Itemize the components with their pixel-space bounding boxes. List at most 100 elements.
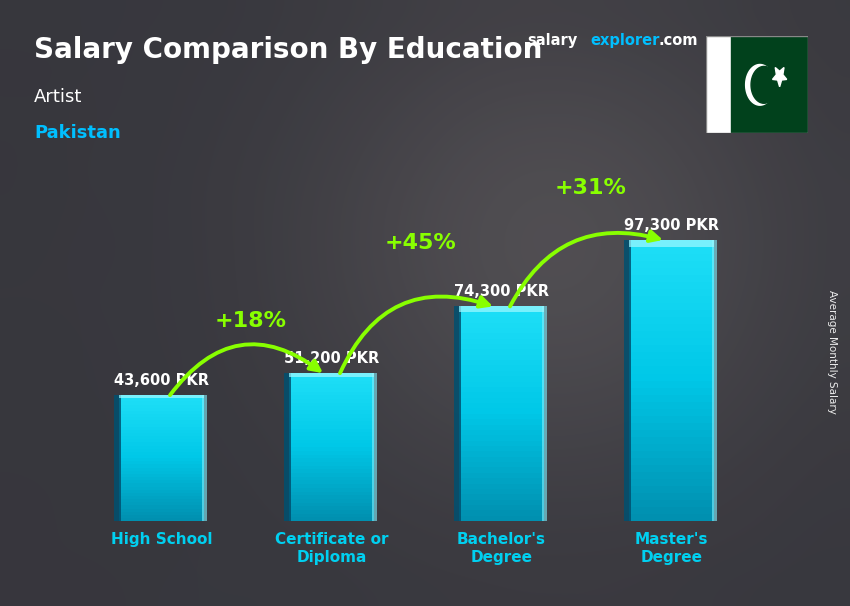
Bar [454, 307, 461, 521]
Bar [629, 437, 714, 444]
Bar [119, 458, 204, 461]
Bar [289, 473, 374, 477]
Text: Average Monthly Salary: Average Monthly Salary [827, 290, 837, 413]
Bar [202, 395, 207, 521]
Bar [629, 324, 714, 331]
Bar [289, 410, 374, 414]
Bar [119, 427, 204, 430]
Bar [119, 424, 204, 427]
Bar [629, 275, 714, 282]
Bar [459, 339, 544, 344]
Bar [289, 507, 374, 510]
Bar [289, 432, 374, 436]
Bar [459, 484, 544, 489]
Bar [119, 452, 204, 455]
Bar [629, 416, 714, 423]
Bar [459, 473, 544, 478]
Bar [629, 395, 714, 402]
Bar [459, 371, 544, 376]
Bar [459, 344, 544, 350]
Bar [119, 433, 204, 436]
Bar [459, 350, 544, 355]
Bar [119, 461, 204, 464]
Bar [459, 516, 544, 521]
Text: +18%: +18% [215, 311, 286, 331]
Bar [119, 490, 204, 493]
Bar [289, 514, 374, 518]
Bar [289, 458, 374, 462]
Bar [119, 464, 204, 468]
Bar [459, 478, 544, 484]
Text: Salary Comparison By Education: Salary Comparison By Education [34, 36, 542, 64]
Bar [289, 381, 374, 384]
Bar [629, 373, 714, 381]
Bar [629, 388, 714, 395]
Bar [629, 408, 714, 416]
Bar [289, 403, 374, 407]
Bar [459, 392, 544, 398]
Bar [372, 373, 377, 521]
Bar [459, 376, 544, 382]
Bar [459, 414, 544, 419]
Bar [629, 430, 714, 437]
Bar [119, 471, 204, 474]
Bar [459, 307, 544, 312]
Bar [289, 477, 374, 481]
Bar [119, 411, 204, 414]
FancyArrowPatch shape [510, 231, 659, 307]
Bar [119, 421, 204, 424]
Bar [289, 418, 374, 421]
Bar [119, 395, 204, 398]
Bar [459, 307, 544, 312]
Bar [119, 414, 204, 417]
Text: +31%: +31% [555, 178, 626, 198]
Bar [119, 508, 204, 511]
Text: 51,200 PKR: 51,200 PKR [284, 351, 379, 366]
Text: explorer: explorer [591, 33, 660, 48]
Bar [119, 408, 204, 411]
Bar [459, 398, 544, 403]
Text: salary: salary [527, 33, 577, 48]
Bar [459, 494, 544, 500]
Bar [459, 312, 544, 317]
Bar [289, 465, 374, 470]
Bar [629, 479, 714, 486]
Bar [459, 510, 544, 516]
Bar [629, 423, 714, 430]
Bar [289, 484, 374, 488]
Bar [629, 500, 714, 507]
Polygon shape [773, 67, 787, 87]
Bar [712, 240, 717, 521]
Bar [289, 399, 374, 403]
Bar [119, 417, 204, 421]
Bar [459, 328, 544, 333]
Bar [289, 491, 374, 495]
Bar [459, 467, 544, 473]
Bar [459, 446, 544, 451]
Bar [289, 510, 374, 514]
Bar [629, 338, 714, 345]
Bar [289, 440, 374, 444]
Bar [629, 282, 714, 289]
Bar [459, 457, 544, 462]
Bar [119, 505, 204, 508]
Bar [119, 468, 204, 471]
Bar [629, 486, 714, 493]
Bar [289, 462, 374, 465]
Bar [289, 384, 374, 388]
Bar [706, 36, 731, 133]
Bar [289, 444, 374, 447]
Bar [629, 402, 714, 408]
Bar [629, 514, 714, 521]
Bar [629, 472, 714, 479]
Bar [629, 381, 714, 388]
Bar [629, 444, 714, 451]
Bar [629, 465, 714, 472]
Bar [629, 254, 714, 261]
Bar [119, 395, 204, 398]
Bar [119, 401, 204, 405]
Text: 43,600 PKR: 43,600 PKR [114, 373, 209, 388]
FancyArrowPatch shape [340, 296, 489, 373]
Bar [119, 405, 204, 408]
Bar [459, 403, 544, 408]
